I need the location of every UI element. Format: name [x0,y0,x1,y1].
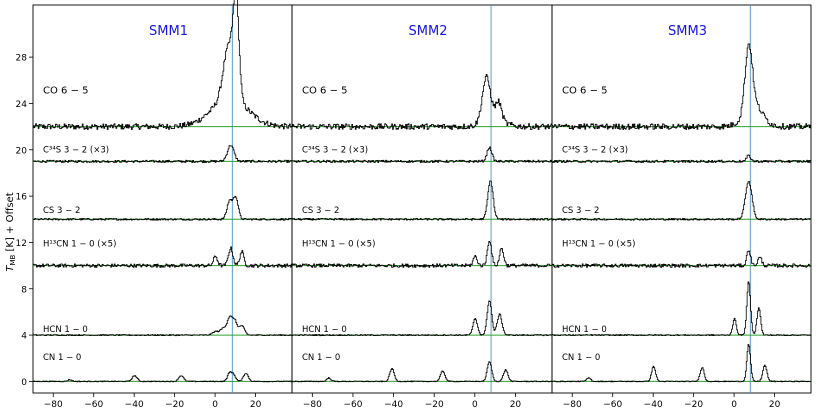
spectrum-4: HCN 1 − 0 [292,300,553,337]
spectrum-1: C³⁴S 3 − 2 (×3) [552,146,812,163]
y-tick-label: 24 [16,100,28,110]
spectrum-0: CO 6 − 5 [33,0,293,130]
spectrum-line [292,300,553,337]
spectrum-line [33,195,293,221]
y-tick-label: 4 [21,332,27,342]
x-tick-label: 20 [510,400,522,410]
spectrum-line [292,73,553,130]
panel-smm3: −80 −60 −40 −20 0 20 SMM3 CO 6 − 5 C³⁴S 3 − 2 (×… [551,4,812,410]
spectrum-5: CN 1 − 0 [552,344,812,383]
y-tick-label: 20 [16,146,28,156]
y-tick-label: 0 [21,378,27,388]
x-tick-label: 20 [769,400,781,410]
spectrum-line [33,0,293,130]
panel-title: SMM1 [149,24,188,39]
x-tick-label: 20 [250,400,262,410]
spectrum-line [292,180,553,221]
transition-label: H¹³CN 1 − 0 (×5) [302,239,375,249]
transition-label: H¹³CN 1 − 0 (×5) [562,239,635,249]
transition-label: C³⁴S 3 − 2 (×3) [562,146,628,156]
x-tick-label: 0 [212,400,218,410]
spectrum-line [33,246,293,268]
y-tick-label: 12 [16,239,27,249]
spectrum-4: HCN 1 − 0 [33,315,293,337]
spectrum-3: H¹³CN 1 − 0 (×5) [33,239,293,268]
spectrum-line [552,43,812,130]
spectrum-line [292,240,553,268]
transition-label: CS 3 − 2 [302,206,339,216]
spectrum-line [552,250,812,268]
x-tick-label: −40 [644,400,663,410]
x-tick-label: −80 [44,400,63,410]
spectrum-line [552,181,812,221]
panel-title: SMM3 [668,24,707,39]
spectrum-line [552,344,812,383]
spectrum-2: CS 3 − 2 [552,181,812,221]
panels: 0 4 8 12 16 20 24 28 −80 −60 −40 −20 0 20 SMM1 CO 6 − 5… [16,0,812,410]
x-tick-label: −80 [303,400,322,410]
transition-label: CS 3 − 2 [43,206,80,216]
panel-title: SMM2 [409,24,448,39]
y-axis-label: TMB [K] + Offset [5,192,17,271]
spectrum-2: CS 3 − 2 [33,195,293,221]
x-tick-label: 0 [472,400,478,410]
y-axis-label-rest: [K] + Offset [5,192,16,254]
transition-label: CO 6 − 5 [302,86,348,97]
x-tick-label: −60 [84,400,103,410]
spectrum-line [33,371,293,383]
spectrum-line [292,146,553,163]
spectrum-2: CS 3 − 2 [292,180,553,221]
spectrum-5: CN 1 − 0 [292,353,553,383]
transition-label: HCN 1 − 0 [43,325,88,335]
spectrum-1: C³⁴S 3 − 2 (×3) [292,146,553,163]
panel-smm2: −80 −60 −40 −20 0 20 SMM2 CO 6 − 5 C³⁴S 3 − 2 (×… [291,4,553,410]
spectrum-5: CN 1 − 0 [33,353,293,383]
spectrum-line [33,145,293,163]
x-tick-label: 0 [731,400,737,410]
x-tick-label: −40 [125,400,144,410]
x-tick-label: −20 [165,400,184,410]
transition-label: CS 3 − 2 [562,206,599,216]
spectrum-0: CO 6 − 5 [552,43,812,130]
panel-frame [551,4,812,394]
spectrum-0: CO 6 − 5 [292,73,553,130]
spectrum-line [292,361,553,383]
transition-label: HCN 1 − 0 [302,325,347,335]
spectrum-1: C³⁴S 3 − 2 (×3) [33,145,293,163]
transition-label: CO 6 − 5 [43,86,89,97]
transition-label: C³⁴S 3 − 2 (×3) [302,146,368,156]
spectrum-line [552,154,812,163]
spectrum-line [33,315,293,337]
x-tick-label: −60 [603,400,622,410]
transition-label: C³⁴S 3 − 2 (×3) [43,146,109,156]
transition-label: H¹³CN 1 − 0 (×5) [43,239,116,249]
y-axis-label-sub: MB [9,254,17,265]
transition-label: CN 1 − 0 [562,353,600,363]
spectrum-4: HCN 1 − 0 [552,281,812,337]
y-tick-label: 16 [16,193,28,203]
y-tick-label: 28 [16,54,28,64]
spectrum-line [552,281,812,337]
transition-label: HCN 1 − 0 [562,325,607,335]
x-tick-label: −20 [425,400,444,410]
spectrum-3: H¹³CN 1 − 0 (×5) [552,239,812,268]
spectrum-3: H¹³CN 1 − 0 (×5) [292,239,553,268]
x-tick-label: −60 [343,400,362,410]
svg-text:TMB [K] + Offset: TMB [K] + Offset [5,192,17,271]
x-tick-label: −40 [384,400,403,410]
panel-smm1: −80 −60 −40 −20 0 20 SMM1 CO 6 − 5 C³⁴S 3 − 2 (×… [32,0,293,410]
transition-label: CO 6 − 5 [562,86,608,97]
x-tick-label: −80 [563,400,582,410]
y-tick-label: 8 [21,285,27,295]
transition-label: CN 1 − 0 [43,353,81,363]
transition-label: CN 1 − 0 [302,353,340,363]
x-tick-label: −20 [684,400,703,410]
y-axis-label-main: T [5,265,16,272]
